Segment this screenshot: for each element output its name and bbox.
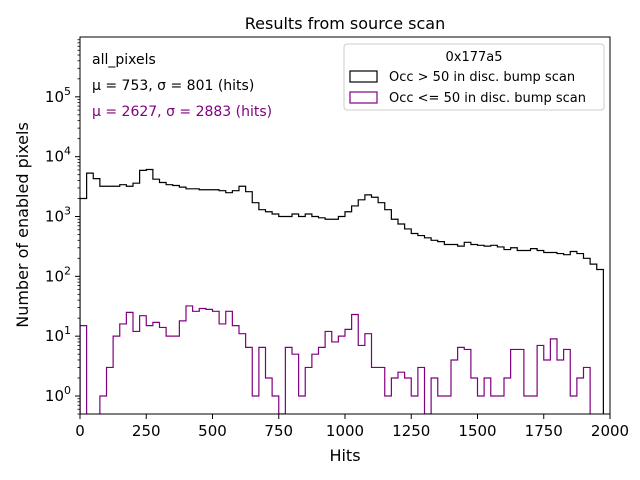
y-tick-label: 101	[45, 324, 71, 345]
chart-title: Results from source scan	[245, 14, 445, 33]
x-axis: 0 250 500 750 1000 1250 1500 1750 2000	[75, 414, 629, 440]
y-tick-label: 104	[45, 145, 71, 166]
x-tick-label: 1000	[326, 422, 364, 440]
legend-swatch-purple	[349, 91, 378, 104]
legend-title: 0x177a5	[445, 50, 502, 65]
y-tick-label: 105	[45, 85, 71, 106]
annotation-stats-second: μ = 2627, σ = 2883 (hits)	[92, 104, 272, 120]
annotation-stats-main: μ = 753, σ = 801 (hits)	[92, 78, 254, 94]
series-1-histogram	[80, 305, 591, 414]
x-tick-label: 1250	[392, 422, 430, 440]
legend-swatch-black	[349, 70, 378, 83]
y-tick-label: 102	[45, 264, 71, 285]
legend-box	[343, 43, 605, 111]
y-axis: 100 101 102 103 104 105	[45, 39, 80, 415]
legend-entry-0: Occ > 50 in disc. bump scan	[389, 70, 575, 85]
legend-entry-1: Occ <= 50 in disc. bump scan	[389, 91, 586, 106]
annotation-label: all_pixels	[92, 52, 156, 68]
y-tick-label: 103	[45, 204, 71, 225]
x-tick-label: 500	[198, 422, 227, 440]
x-tick-label: 750	[264, 422, 293, 440]
y-tick-label: 100	[45, 384, 71, 405]
x-axis-label: Hits	[329, 446, 360, 465]
x-tick-label: 1750	[525, 422, 563, 440]
y-axis-label: Number of enabled pixels	[13, 122, 32, 328]
x-tick-label: 2000	[591, 422, 629, 440]
series-layer	[80, 168, 604, 414]
x-tick-label: 1500	[458, 422, 496, 440]
x-tick-label: 0	[75, 422, 85, 440]
series-0-histogram	[80, 168, 604, 414]
x-tick-label: 250	[132, 422, 161, 440]
legend: 0x177a5 Occ > 50 in disc. bump scan Occ …	[343, 43, 605, 111]
